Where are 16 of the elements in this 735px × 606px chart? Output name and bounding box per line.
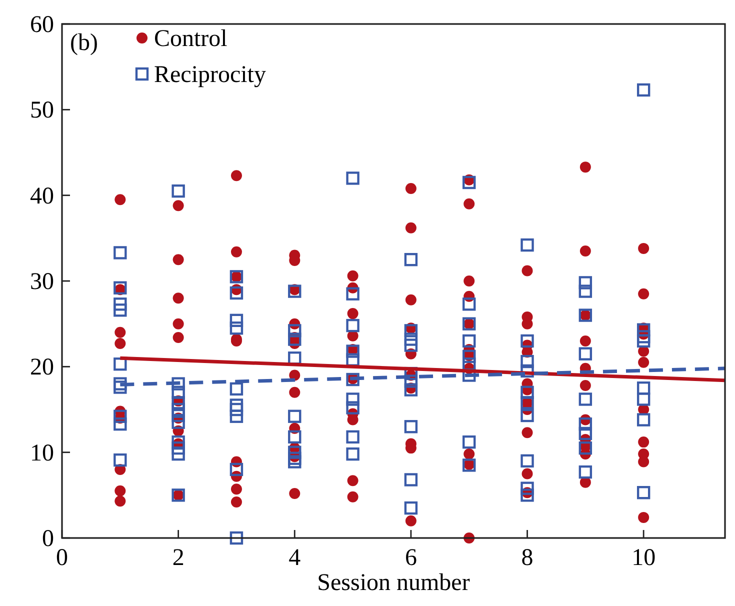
y-tick-label: 60	[30, 12, 54, 38]
y-tick-label: 20	[30, 354, 54, 381]
x-axis-title: Session number	[317, 570, 470, 596]
x-tick-label: 4	[288, 545, 301, 571]
x-tick-label: 2	[172, 545, 184, 571]
legend-label: Control	[154, 26, 228, 52]
y-tick-label: 50	[30, 98, 54, 124]
x-tick-label: 8	[521, 545, 534, 571]
x-tick-label: 6	[404, 545, 417, 571]
y-tick-label: 10	[30, 440, 54, 466]
y-tick-label: 0	[42, 526, 54, 552]
legend-label: Reciprocity	[154, 62, 266, 88]
y-tick-label: 40	[30, 183, 54, 210]
x-tick-label: 10	[632, 545, 656, 571]
y-tick-label: 30	[30, 269, 54, 295]
annotation: (b)	[70, 30, 98, 56]
